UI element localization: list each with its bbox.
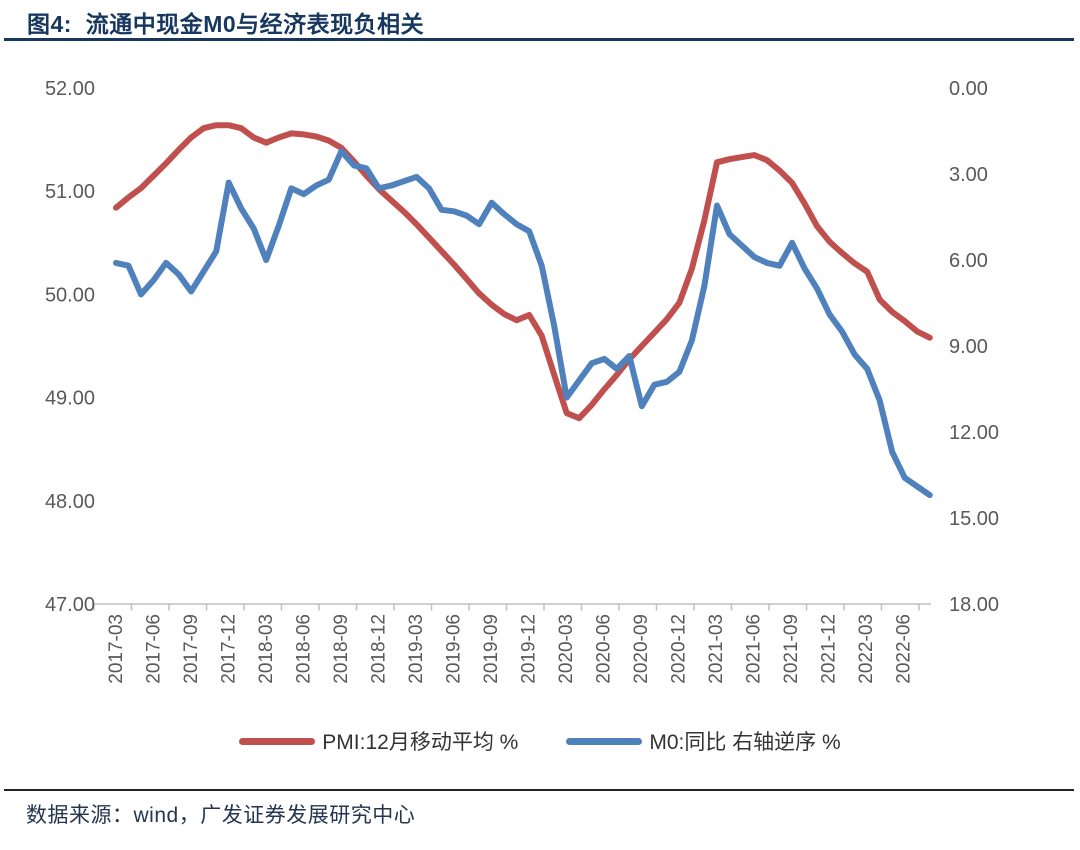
x-axis-tick-label: 2019-03 [406,614,427,684]
x-axis-tick-label: 2021-06 [743,614,764,684]
figure-title: 图4: 流通中现金M0与经济表现负相关 [27,11,425,37]
left-axis-tick-label: 50.00 [45,284,95,306]
x-axis-tick-label: 2022-03 [856,614,877,684]
x-axis-tick-label: 2021-12 [818,614,839,684]
pmi-legend-label: PMI:12月移动平均 % [322,731,519,754]
legend-item-m0: M0:同比 右轴逆序 % [566,726,841,756]
data-source: 数据来源：wind，广发证券发展研究中心 [26,804,416,827]
m0-line [113,148,933,499]
x-axis-tick-label: 2021-03 [706,614,727,684]
m0-legend-label: M0:同比 右轴逆序 % [649,731,841,754]
title-divider [4,38,1074,41]
x-axis-tick-label: 2017-12 [218,614,239,684]
x-axis-tick-label: 2017-03 [106,614,127,684]
footer-divider [4,789,1074,791]
x-axis-tick-label: 2018-03 [256,614,277,684]
x-axis-tick-label: 2020-12 [668,614,689,684]
left-axis-tick-label: 48.00 [45,491,95,513]
pmi-line [113,122,933,422]
left-axis-tick-label: 52.00 [45,78,95,100]
legend-item-pmi: PMI:12月移动平均 % [239,726,518,756]
x-axis-tick-label: 2018-09 [331,614,352,684]
right-axis-tick-label: 9.00 [949,336,988,358]
x-axis-tick-label: 2020-06 [593,614,614,684]
right-axis-tick-label: 12.00 [949,422,999,444]
x-axis-tick-label: 2020-03 [556,614,577,684]
right-axis-tick-label: 0.00 [949,78,988,100]
x-axis-tick-label: 2019-09 [481,614,502,684]
x-axis-tick-label: 2018-06 [293,614,314,684]
right-axis-tick-label: 6.00 [949,250,988,272]
x-axis-tick-label: 2019-06 [443,614,464,684]
x-axis-tick-label: 2022-06 [893,614,914,684]
x-axis-tick-label: 2019-12 [518,614,539,684]
chart-legend: PMI:12月移动平均 % M0:同比 右轴逆序 % [0,726,1080,756]
left-axis-tick-label: 51.00 [45,181,95,203]
right-axis-tick-label: 3.00 [949,164,988,186]
x-axis-tick-label: 2017-06 [143,614,164,684]
x-axis-tick-label: 2017-09 [181,614,202,684]
x-axis-tick-label: 2021-09 [781,614,802,684]
pmi-line-swatch [239,737,316,745]
left-axis-tick-label: 49.00 [45,388,95,410]
x-axis-tick-label: 2018-12 [368,614,389,684]
m0-line-swatch [566,737,643,745]
right-axis-tick-label: 15.00 [949,508,999,530]
x-axis-tick-label: 2020-09 [631,614,652,684]
left-axis-tick-label: 47.00 [45,594,95,616]
right-axis-tick-label: 18.00 [949,594,999,616]
